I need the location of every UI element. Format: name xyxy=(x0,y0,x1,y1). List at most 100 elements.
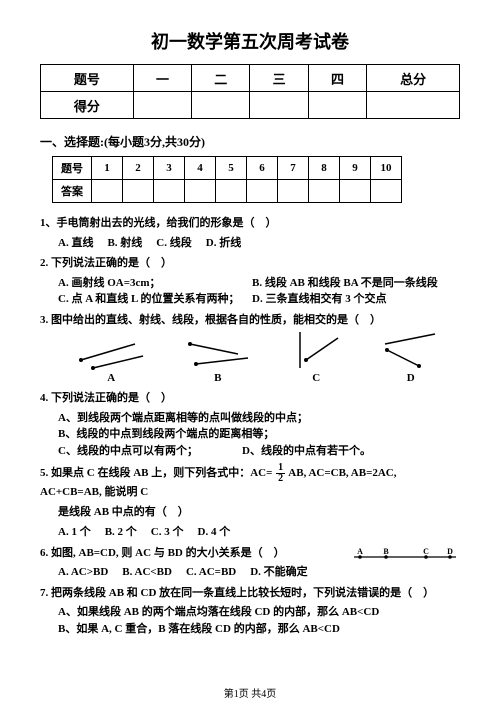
q5-stem-a: 5. 如果点 C 在线段 AB 上，则下列各式中：AC= xyxy=(40,467,272,479)
line-vertical-icon xyxy=(288,330,344,370)
q3-fig-B: B xyxy=(182,334,254,384)
answers-cell xyxy=(371,180,402,203)
q3-C-label: C xyxy=(288,372,344,384)
answers-value-row: 答案 xyxy=(53,180,402,203)
answers-num: 5 xyxy=(216,157,247,180)
score-col-4: 四 xyxy=(308,65,366,92)
answers-num: 3 xyxy=(154,157,185,180)
score-cell xyxy=(308,92,366,119)
page-footer: 第1页 共4页 xyxy=(0,685,500,700)
q2-D: D. 三条直线相交有 3 个交点 xyxy=(252,291,386,308)
q6-B: B. AC<BD xyxy=(122,564,172,581)
q7-stem: 7. 把两条线段 AB 和 CD 放在同一条直线上比较长短时，下列说法错误的是（… xyxy=(40,585,460,602)
q7-options: A、如果线段 AB 的两个端点均落在线段 CD 的内部，那么 AB<CD B、如… xyxy=(58,604,460,637)
q3-A-label: A xyxy=(75,372,147,384)
q5-D: D. 4 个 xyxy=(198,524,231,541)
answers-cell xyxy=(216,180,247,203)
pt-A: A xyxy=(357,547,363,556)
score-col-total: 总分 xyxy=(367,65,460,92)
score-cell xyxy=(367,92,460,119)
section1-heading: 一、选择题:(每小题3分,共30分) xyxy=(40,133,460,150)
answers-table: 题号 1 2 3 4 5 6 7 8 9 10 答案 xyxy=(52,156,402,203)
q4-D: D、线段的中点有若干个。 xyxy=(242,443,371,460)
q3-fig-C: C xyxy=(288,330,344,384)
answers-num: 10 xyxy=(371,157,402,180)
answers-num: 4 xyxy=(185,157,216,180)
q2-B: B. 线段 AB 和线段 BA 不是同一条线段 xyxy=(252,275,438,292)
q3-figures: A B C D xyxy=(58,332,460,384)
answers-num: 9 xyxy=(340,157,371,180)
q4-C: C、线段的中点可以有两个； xyxy=(58,443,228,460)
q2-C: C. 点 A 和直线 L 的位置关系有两种； xyxy=(58,291,238,308)
q2-stem: 2. 下列说法正确的是（ ） xyxy=(40,255,460,272)
q3-B-label: B xyxy=(182,372,254,384)
answers-num: 8 xyxy=(309,157,340,180)
answers-cell xyxy=(154,180,185,203)
score-col-hdr: 题号 xyxy=(41,65,134,92)
pt-B: B xyxy=(383,547,389,556)
score-cell xyxy=(250,92,308,119)
line-segment-icon xyxy=(75,334,147,370)
answers-hdr-1: 题号 xyxy=(53,157,92,180)
q5-stem: 5. 如果点 C 在线段 AB 上，则下列各式中：AC= 12 AB, AC=C… xyxy=(40,463,460,501)
q6-A: A. AC>BD xyxy=(58,564,108,581)
q1-D: D. 折线 xyxy=(206,235,241,252)
line-pair-icon xyxy=(379,330,443,370)
answers-head-row: 题号 1 2 3 4 5 6 7 8 9 10 xyxy=(53,157,402,180)
q5-C: C. 3 个 xyxy=(151,524,184,541)
q1-options: A. 直线 B. 射线 C. 线段 D. 折线 xyxy=(58,235,460,252)
q5-B: B. 2 个 xyxy=(105,524,137,541)
answers-cell xyxy=(92,180,123,203)
pt-D: D xyxy=(447,547,453,556)
answers-cell xyxy=(309,180,340,203)
score-table: 题号 一 二 三 四 总分 得分 xyxy=(40,64,460,119)
q6-C: C. AC=BD xyxy=(186,564,236,581)
score-col-2: 二 xyxy=(192,65,250,92)
q4-B: B、线段的中点到线段两个端点的距离相等； xyxy=(58,426,460,443)
q6-figure: A B C D xyxy=(350,547,460,571)
q6-options: A. AC>BD B. AC<BD C. AC=BD D. 不能确定 xyxy=(58,564,350,581)
q4-options: A、到线段两个端点距离相等的点叫做线段的中点； B、线段的中点到线段两个端点的距… xyxy=(58,410,460,460)
answers-cell xyxy=(185,180,216,203)
q1-stem: 1、手电筒射出去的光线，给我们的形象是（ ） xyxy=(40,215,460,232)
answers-num: 2 xyxy=(123,157,154,180)
answers-hdr-2: 答案 xyxy=(53,180,92,203)
score-row-hdr: 得分 xyxy=(41,92,134,119)
score-table-value-row: 得分 xyxy=(41,92,460,119)
score-cell xyxy=(133,92,191,119)
score-table-head-row: 题号 一 二 三 四 总分 xyxy=(41,65,460,92)
q5-A: A. 1 个 xyxy=(58,524,91,541)
answers-cell xyxy=(340,180,371,203)
q6-row: 6. 如图, AB=CD, 则 AC 与 BD 的大小关系是（ ） A B C … xyxy=(40,545,460,562)
q3-D-label: D xyxy=(379,372,443,384)
q1-A: A. 直线 xyxy=(58,235,93,252)
q4-stem: 4. 下列说法正确的是（ ） xyxy=(40,390,460,407)
score-col-1: 一 xyxy=(133,65,191,92)
answers-cell xyxy=(278,180,309,203)
q3-fig-D: D xyxy=(379,330,443,384)
q4-A: A、到线段两个端点距离相等的点叫做线段的中点； xyxy=(58,410,460,427)
q2-A: A. 画射线 OA=3cm； xyxy=(58,275,238,292)
answers-cell xyxy=(123,180,154,203)
q3-stem: 3. 图中给出的直线、射线、线段，根据各自的性质，能相交的是（ ） xyxy=(40,312,460,329)
exam-page: 初一数学第五次周考试卷 题号 一 二 三 四 总分 得分 一、选择题:(每小题3… xyxy=(0,0,500,706)
number-line-icon: A B C D xyxy=(350,547,460,565)
q7-B: B、如果 A, C 重合，B 落在线段 CD 的内部，那么 AB<CD xyxy=(58,621,460,638)
q1-C: C. 线段 xyxy=(156,235,191,252)
answers-num: 7 xyxy=(278,157,309,180)
answers-cell xyxy=(247,180,278,203)
q1-B: B. 射线 xyxy=(107,235,142,252)
q5-line2: 是线段 AB 中点的有（ ） xyxy=(58,504,460,521)
answers-num: 1 xyxy=(92,157,123,180)
score-cell xyxy=(192,92,250,119)
ray-icon xyxy=(182,334,254,370)
fraction-half-icon: 12 xyxy=(276,463,285,484)
page-title: 初一数学第五次周考试卷 xyxy=(40,28,460,54)
q7-A: A、如果线段 AB 的两个端点均落在线段 CD 的内部，那么 AB<CD xyxy=(58,604,460,621)
q3-fig-A: A xyxy=(75,334,147,384)
q6-D: D. 不能确定 xyxy=(250,564,307,581)
pt-C: C xyxy=(423,547,429,556)
answers-num: 6 xyxy=(247,157,278,180)
q5-options: A. 1 个 B. 2 个 C. 3 个 D. 4 个 xyxy=(58,524,460,541)
q6-stem: 6. 如图, AB=CD, 则 AC 与 BD 的大小关系是（ ） xyxy=(40,547,285,559)
